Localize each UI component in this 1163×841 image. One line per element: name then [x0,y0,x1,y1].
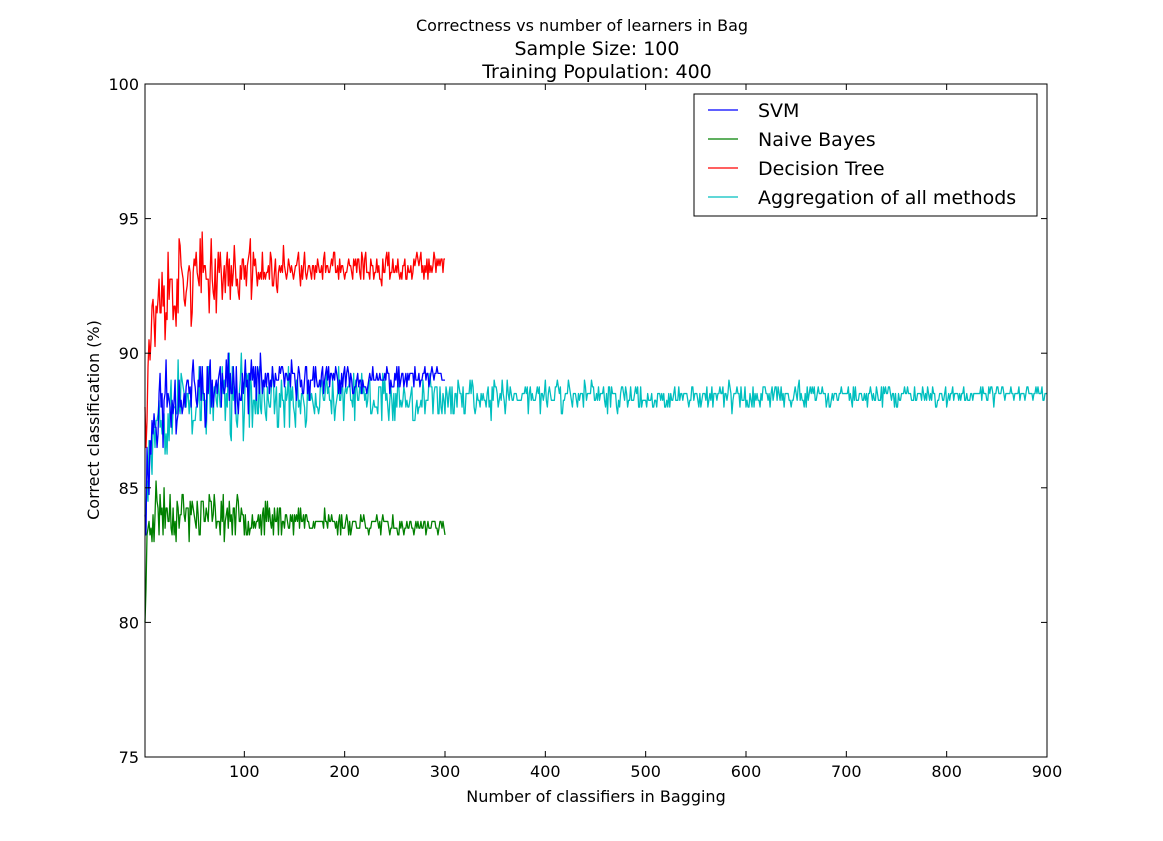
plot-frame [144,83,1048,758]
x-tick-label: 500 [630,762,661,781]
x-tick-label: 200 [329,762,360,781]
x-axis-label: Number of classifiers in Bagging [466,787,725,806]
x-tick-label: 300 [430,762,461,781]
x-tick-label: 700 [831,762,862,781]
chart-subtitle-population: Training Population: 400 [481,61,712,83]
y-tick-label: 100 [108,75,139,94]
series-layer [144,231,1047,623]
chart-title: Correctness vs number of learners in Bag [416,16,748,35]
legend-label: Decision Tree [758,158,885,180]
x-tick-label: 100 [229,762,260,781]
y-tick-label: 95 [119,210,139,229]
series-line-decision-tree [144,231,445,449]
y-tick-label: 85 [119,479,139,498]
legend-label: Naive Bayes [758,129,876,151]
legend: SVM Naive Bayes Decision Tree Aggregation o… [693,93,1038,217]
legend-frame [693,93,1038,217]
series-line-aggregation-of-all-methods [145,352,1047,516]
y-tick-label: 90 [119,344,139,363]
series-line-naive-bayes [144,480,446,623]
series-line-svm [144,352,445,536]
y-tick-label: 75 [119,748,139,767]
y-tick-label: 80 [119,613,139,632]
y-axis-label: Correct classification (%) [84,320,103,520]
legend-label: Aggregation of all methods [758,187,1016,209]
legend-label: SVM [758,100,799,122]
x-tick-label: 800 [931,762,962,781]
x-tick-label: 900 [1032,762,1063,781]
chart-subtitle-sample-size: Sample Size: 100 [515,38,680,60]
x-tick-label: 400 [530,762,561,781]
x-tick-label: 600 [731,762,762,781]
ticks-layer: 100 200 300 400 500 600 700 800 900 75 80 85 90 95 100 [108,75,1062,781]
